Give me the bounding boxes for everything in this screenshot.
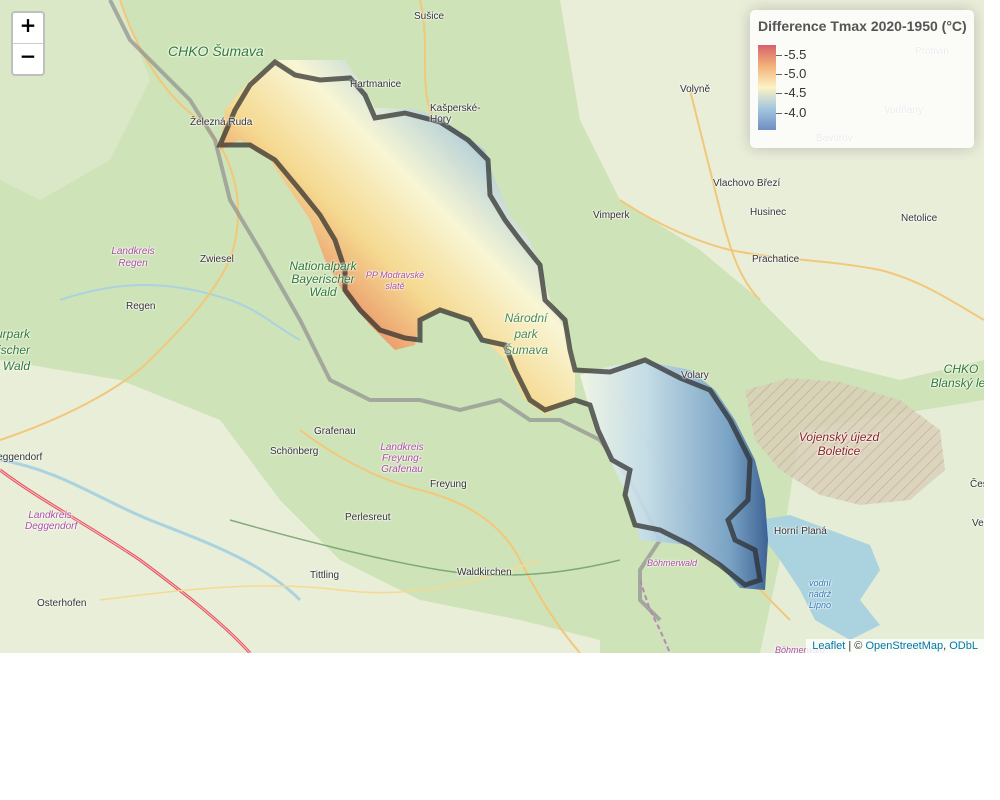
legend-label: -4.5 bbox=[784, 85, 807, 100]
map-attribution: Leaflet | © OpenStreetMap, ODbL bbox=[806, 639, 984, 653]
legend-tick bbox=[776, 55, 782, 56]
place-label: Landkreis Regen bbox=[111, 246, 155, 269]
road bbox=[0, 0, 239, 441]
place-label: Naturpark Bayerischer Wald bbox=[0, 327, 30, 373]
place-label: Landkreis Deggendorf bbox=[25, 510, 78, 532]
map-view[interactable]: Sušice CHKO Šumava Hartmanice Kašperské-… bbox=[0, 0, 984, 653]
attribution-comma: , bbox=[943, 640, 950, 652]
attribution-separator: | © bbox=[845, 640, 866, 652]
place-label: vodní nádrž Lipno bbox=[808, 578, 832, 610]
admin-border bbox=[639, 579, 671, 653]
place-label: Vojenský újezd Boletice bbox=[798, 430, 880, 458]
place-label: Národní park Šumava bbox=[503, 311, 549, 357]
river bbox=[59, 284, 301, 341]
place-label: Netolice bbox=[901, 213, 938, 224]
temperature-raster-east bbox=[580, 362, 768, 590]
national-park-boundary bbox=[216, 58, 763, 588]
place-label: Böhmerwald bbox=[775, 645, 826, 653]
place-label: Železná Ruda bbox=[190, 117, 253, 128]
district-border bbox=[229, 519, 621, 576]
place-label: Zwiesel bbox=[200, 254, 234, 265]
legend-tick bbox=[776, 74, 782, 75]
odbl-link[interactable]: ODbL bbox=[949, 640, 978, 652]
place-label: Sušice bbox=[414, 11, 445, 22]
legend-color-bar bbox=[758, 45, 776, 130]
lipno-reservoir bbox=[760, 515, 880, 640]
place-label: Böhmerwald bbox=[647, 558, 698, 568]
place-label: CHKO Blanský les bbox=[930, 362, 984, 390]
road bbox=[99, 559, 541, 601]
place-label: PP Modravské slatě bbox=[365, 270, 425, 291]
place-label: Velešín bbox=[972, 518, 984, 529]
place-label: Český Krumlov bbox=[970, 479, 984, 490]
place-label: Regen bbox=[126, 301, 156, 312]
river bbox=[0, 458, 302, 602]
place-label: Horní Planá bbox=[774, 526, 827, 537]
motorway bbox=[0, 469, 251, 653]
place-label: Vlachovo Březí bbox=[713, 178, 781, 189]
place-label: Waldkirchen bbox=[457, 567, 512, 578]
road bbox=[299, 429, 581, 653]
military-area bbox=[745, 378, 945, 505]
place-label: Volyně bbox=[680, 84, 711, 95]
legend-tick bbox=[776, 93, 782, 94]
place-label: CHKO Šumava bbox=[168, 43, 264, 59]
farmland-area bbox=[0, 360, 600, 653]
place-label: Volary bbox=[681, 370, 709, 381]
place-label: Prachatice bbox=[752, 254, 800, 265]
place-label: Kašperské-Hory bbox=[430, 103, 481, 125]
legend-label: -5.0 bbox=[784, 66, 807, 81]
openstreetmap-link[interactable]: OpenStreetMap bbox=[865, 640, 944, 652]
legend-label: -4.0 bbox=[784, 105, 807, 120]
place-label: Perlesreut bbox=[345, 512, 391, 523]
legend-tick bbox=[776, 113, 782, 114]
legend-title: Difference Tmax 2020-1950 (°C) bbox=[758, 18, 967, 34]
place-label: Deggendorf bbox=[0, 452, 43, 463]
map-legend: Difference Tmax 2020-1950 (°C) -5.5 -5.0… bbox=[750, 10, 974, 148]
legend-label: -5.5 bbox=[784, 47, 807, 62]
zoom-in-button[interactable]: + bbox=[13, 13, 43, 44]
place-label: Landkreis Freyung-Grafenau bbox=[380, 442, 424, 475]
temperature-raster-west bbox=[220, 60, 575, 415]
place-label: Tittling bbox=[310, 570, 340, 581]
place-label: Nationalpark Bayerischer Wald bbox=[289, 259, 357, 299]
road bbox=[689, 89, 761, 301]
zoom-out-button[interactable]: − bbox=[19, 44, 37, 68]
place-label: Osterhofen bbox=[37, 598, 87, 609]
place-label: Vimperk bbox=[593, 210, 630, 221]
leaflet-link[interactable]: Leaflet bbox=[812, 640, 846, 652]
place-label: Hartmanice bbox=[350, 79, 402, 90]
place-label: Freyung bbox=[430, 479, 467, 490]
place-label: Husinec bbox=[750, 207, 787, 218]
place-label: Schönberg bbox=[270, 446, 319, 457]
zoom-control: + − bbox=[11, 11, 45, 76]
place-label: Grafenau bbox=[314, 426, 356, 437]
road bbox=[619, 199, 984, 321]
